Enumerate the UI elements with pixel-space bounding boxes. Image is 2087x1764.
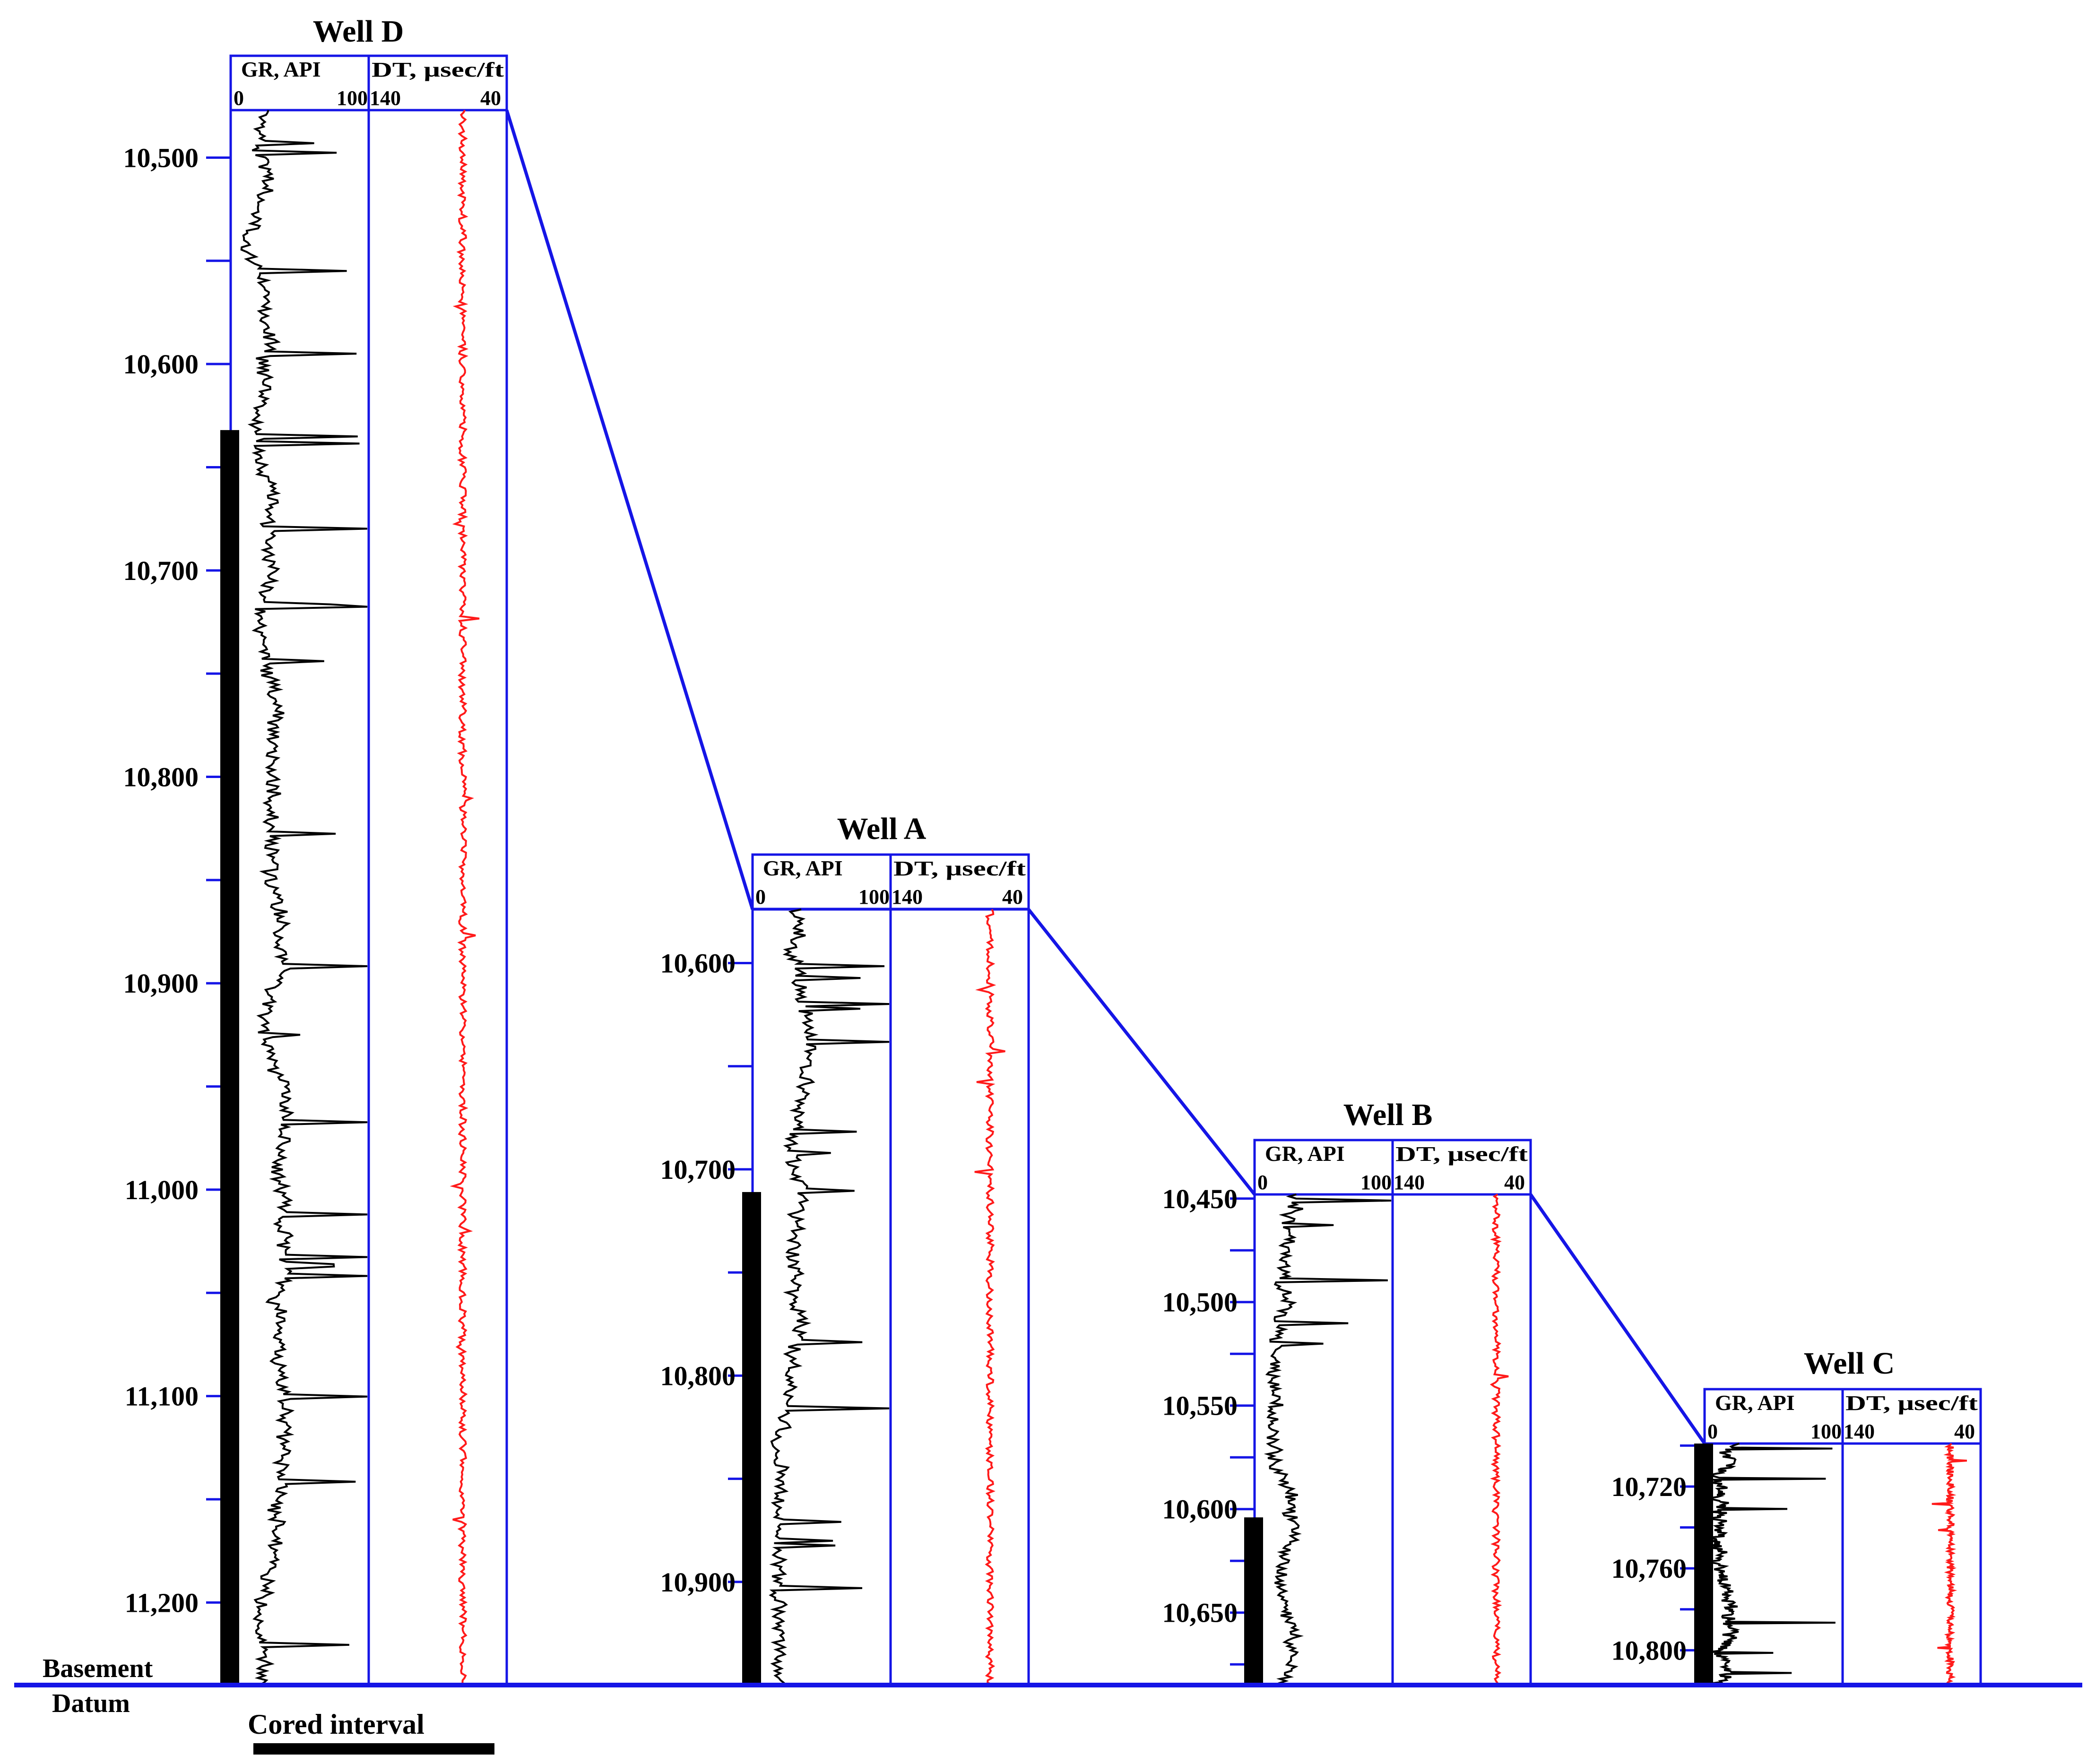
depth-label: 11,200 [125,1587,199,1618]
dt-scale-right: 40 [1954,1420,1975,1443]
dt-curve-label: DT, µsec/ft [1845,1392,1978,1415]
gr-scale-min: 0 [1257,1171,1268,1194]
legend-cored-interval-label: Cored interval [248,1709,424,1740]
gr-scale-max: 100 [1810,1420,1842,1443]
gr-curve [1264,1193,1392,1686]
dt-track [889,908,1030,1686]
correlation-connector [1027,908,1256,1196]
dt-track [1841,1442,1982,1686]
dt-curve [974,909,1005,1686]
wells-group: Well DGR, API DT, µsec/ft0 100 140 4010,5001… [123,14,1982,1686]
depth-label: 10,500 [1162,1287,1238,1318]
dt-curve [1931,1443,1967,1686]
dt-scale-left: 140 [370,86,401,110]
well-well-a: Well A GR, API DT, µsec/ft 0 100 140 40 10,600 1… [660,812,1030,1686]
dt-track [367,109,508,1686]
depth-label: 10,720 [1611,1471,1687,1502]
depth-label: 10,500 [123,142,199,173]
dt-scale-left: 140 [1844,1420,1875,1443]
gr-curve [769,908,890,1686]
well-title: Well A [837,812,927,846]
cored-interval-bar [1694,1444,1713,1685]
depth-label: 10,800 [1611,1635,1687,1666]
depth-label: 10,760 [1611,1553,1687,1584]
depth-label: 10,800 [660,1360,736,1391]
gr-track [229,109,370,1686]
dt-curve-label: DT, µsec/ft [893,857,1026,880]
cored-interval-bar [742,1192,761,1685]
dt-scale-right: 40 [480,86,501,110]
depth-label: 10,800 [123,762,199,793]
gr-scale-max: 100 [1360,1171,1392,1194]
depth-label: 10,550 [1162,1391,1238,1421]
well-well-b: Well B GR, API DT, µsec/ft 0 100 140 40 10,450 1… [1162,1098,1532,1686]
gr-scale-min: 0 [1707,1420,1718,1443]
depth-label: 10,650 [1162,1598,1238,1628]
gr-curve-label: GR, API [763,856,843,880]
dt-track [1391,1193,1532,1686]
dt-curve-label: DT, µsec/ft [1395,1142,1528,1166]
dt-scale-left: 140 [1394,1171,1425,1194]
depth-label: 10,900 [123,968,199,999]
gr-curve [240,110,368,1686]
gr-curve [1706,1443,1836,1686]
gr-curve-label: GR, API [1265,1141,1345,1166]
legend-cored-interval-swatch [253,1743,494,1755]
gr-scale-min: 0 [234,86,244,110]
depth-label: 11,000 [125,1175,199,1205]
dt-scale-right: 40 [1504,1171,1525,1194]
gr-curve-label: GR, API [1715,1391,1795,1415]
well-well-d: Well D GR, API DT, µsec/ft 0 100 140 40 10,500 1… [123,14,508,1686]
well-title: Well C [1804,1346,1895,1381]
gr-curve-label: GR, API [241,57,321,81]
depth-label: 10,700 [660,1154,736,1185]
correlation-connector [505,109,754,910]
correlation-connectors [505,109,1706,1445]
depth-label: 10,600 [123,349,199,380]
dt-scale-left: 140 [892,885,923,908]
gr-scale-min: 0 [755,885,766,908]
well-title: Well D [313,14,404,49]
datum-label-line1: Basement [43,1654,153,1683]
depth-label: 10,700 [123,555,199,586]
depth-label: 10,450 [1162,1184,1238,1214]
dt-curve [1489,1193,1509,1686]
depth-label: 10,600 [660,948,736,978]
depth-label: 10,900 [660,1567,736,1598]
cored-interval-bar [1244,1517,1263,1685]
gr-scale-max: 100 [337,86,368,110]
well-well-c: Well C GR, API DT, µsec/ft 0 100 140 40 10,720 1… [1611,1346,1982,1686]
correlation-connector [1529,1193,1706,1445]
dt-curve-label: DT, µsec/ft [372,58,504,81]
gr-scale-max: 100 [858,885,890,908]
gr-track [751,908,892,1686]
depth-label: 11,100 [125,1381,199,1412]
dt-scale-right: 40 [1002,885,1023,908]
cored-interval-bar [220,430,239,1685]
datum-label-line2: Datum [52,1689,130,1718]
depth-label: 10,600 [1162,1494,1238,1525]
dt-curve [450,110,480,1686]
well-title: Well B [1343,1098,1433,1132]
